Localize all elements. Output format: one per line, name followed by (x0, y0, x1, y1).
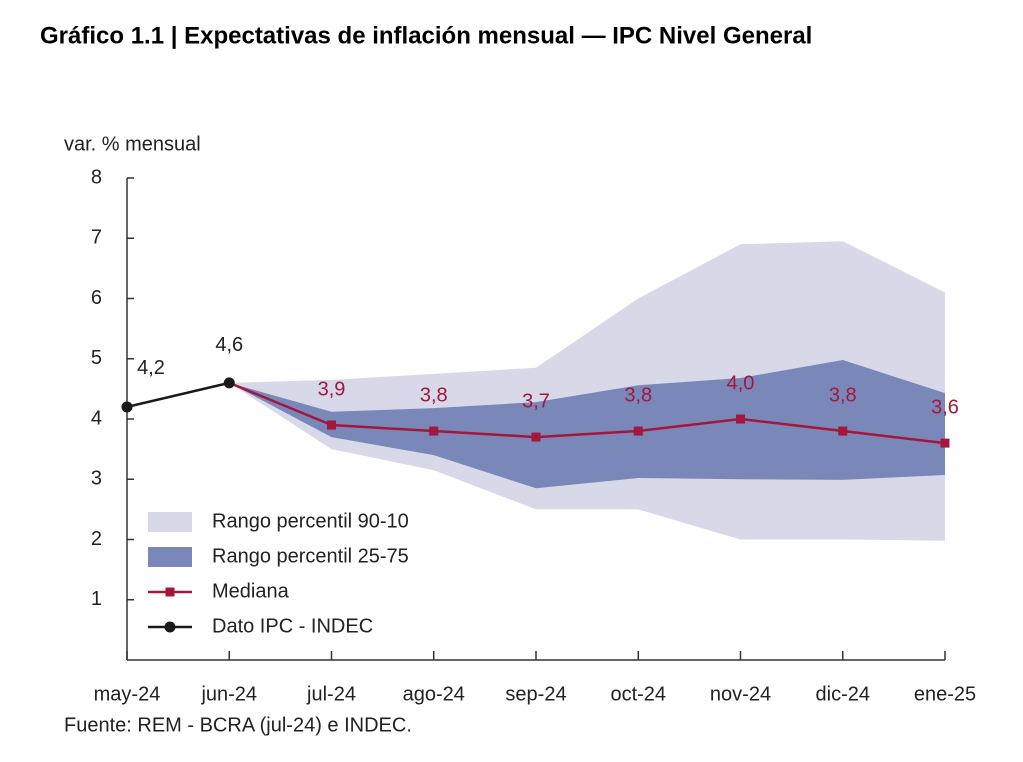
legend-label: Dato IPC - INDEC (212, 615, 373, 637)
data-label: 3,7 (522, 390, 550, 412)
y-tick-label: 5 (91, 347, 102, 369)
data-label: 3,8 (829, 384, 857, 406)
y-tick-label: 1 (91, 588, 102, 610)
data-label: 4,2 (137, 357, 165, 379)
source-note: Fuente: REM - BCRA (jul-24) e INDEC. (64, 714, 412, 736)
band (229, 359, 945, 489)
chart-title: Gráfico 1.1 | Expectativas de inflación … (40, 22, 812, 49)
y-axis-label: var. % mensual (64, 133, 201, 155)
y-tick-label: 2 (91, 528, 102, 550)
x-tick-label: nov-24 (710, 683, 771, 705)
marker (429, 426, 439, 436)
y-tick-label: 8 (91, 166, 102, 188)
data-label: 3,8 (420, 384, 448, 406)
legend-swatch (148, 547, 192, 567)
x-tick-label: jun-24 (200, 683, 257, 705)
data-label: 4,0 (727, 372, 755, 394)
marker (327, 420, 336, 430)
line (126, 381, 230, 409)
x-tick-label: jul-24 (306, 683, 356, 705)
line (228, 381, 946, 445)
marker (633, 426, 643, 436)
marker (223, 377, 235, 389)
x-tick-label: ago-24 (403, 683, 465, 705)
x-tick-label: oct-24 (610, 683, 666, 705)
legend-label: Mediana (212, 580, 290, 602)
y-tick-label: 4 (91, 407, 102, 429)
x-tick-label: dic-24 (816, 683, 870, 705)
data-label: 3,9 (318, 378, 346, 400)
data-label: 4,6 (215, 334, 243, 356)
legend-marker (165, 587, 175, 597)
marker (736, 414, 745, 424)
legend-label: Rango percentil 90-10 (212, 510, 409, 532)
marker (838, 426, 848, 436)
legend-swatch (148, 512, 192, 532)
x-tick-label: may-24 (94, 683, 161, 705)
x-tick-label: ene-25 (914, 683, 976, 705)
x-tick-label: sep-24 (505, 683, 566, 705)
marker (940, 438, 950, 448)
marker (121, 401, 133, 413)
y-tick-label: 6 (91, 287, 102, 309)
y-tick-label: 3 (91, 468, 102, 490)
y-tick-label: 7 (91, 227, 102, 249)
data-label: 3,6 (931, 396, 959, 418)
data-label: 3,8 (624, 384, 652, 406)
marker (531, 432, 541, 442)
legend-label: Rango percentil 25-75 (212, 545, 409, 567)
legend-marker (164, 621, 176, 633)
